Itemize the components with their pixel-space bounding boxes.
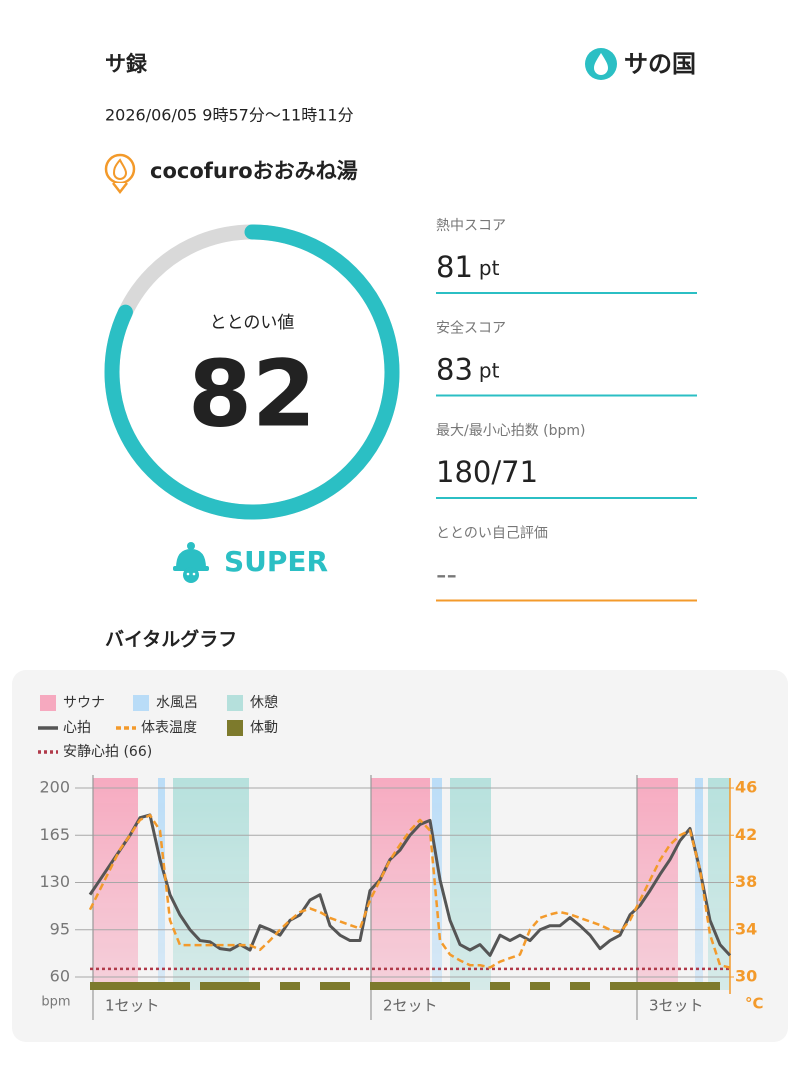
unit: pt <box>479 256 500 280</box>
motion-bar <box>320 982 350 990</box>
score-value: 81 pt <box>436 250 500 284</box>
score-label: 安全スコア <box>436 320 506 337</box>
legend-label: 体表温度 <box>141 720 197 736</box>
logo-text: サの国 <box>624 50 696 78</box>
motion-bar <box>370 982 470 990</box>
motion-bar <box>570 982 590 990</box>
zone <box>93 778 138 990</box>
score-value: 180/71 <box>436 455 538 489</box>
score-value: -- <box>436 558 457 592</box>
facility-icon <box>104 153 136 195</box>
zone <box>708 778 730 990</box>
score-label: 熱中スコア <box>436 218 506 234</box>
page-title: サ録 <box>105 52 148 76</box>
zone <box>158 778 165 990</box>
legend-swatch <box>133 695 149 711</box>
value: 81 <box>436 250 473 284</box>
y-tick-label: 95 <box>50 919 70 938</box>
gauge-arc <box>104 224 400 520</box>
y2-tick-label: 46 <box>735 778 757 797</box>
logo: サの国 <box>585 48 696 80</box>
motion-bar <box>490 982 510 990</box>
motion-bar <box>90 982 190 990</box>
motion-bar <box>530 982 550 990</box>
motion-bar <box>280 982 300 990</box>
set-label: 1セット <box>105 997 160 1015</box>
legend-swatch <box>40 695 56 711</box>
y2-tick-label: 34 <box>735 919 757 938</box>
score-label: ととのい自己評価 <box>436 526 548 542</box>
logo-drop <box>594 53 608 75</box>
zone <box>432 778 442 990</box>
y-tick-label: 165 <box>39 825 70 844</box>
section-title: バイタルグラフ <box>105 628 237 651</box>
legend-label: 安静心拍 (66) <box>63 744 152 760</box>
legend-swatch <box>227 695 243 711</box>
zone <box>173 778 249 990</box>
motion-bar <box>610 982 720 990</box>
y2-tick-label: 38 <box>735 872 757 891</box>
skin-temp-line <box>88 813 731 969</box>
y2-axis-label: °C <box>745 995 764 1013</box>
zone <box>695 778 703 990</box>
y-tick-label: 200 <box>39 778 70 797</box>
legend-label: 休憩 <box>250 694 278 711</box>
gauge-value: 82 <box>188 340 316 447</box>
y2-tick-label: 42 <box>735 825 757 844</box>
set-label: 3セット <box>649 997 704 1015</box>
y-axis-label: bpm <box>41 995 70 1010</box>
zone <box>371 778 430 990</box>
set-label: 2セット <box>383 997 438 1015</box>
score-value: 83 pt <box>436 353 500 387</box>
legend-label: 体動 <box>250 720 278 736</box>
legend-label: 心拍 <box>63 720 91 736</box>
y-tick-label: 130 <box>39 872 70 891</box>
facility-name: cocofuroおおみね湯 <box>150 159 358 183</box>
rank: SUPER <box>224 545 328 578</box>
zone <box>450 778 491 990</box>
motion-bar <box>200 982 260 990</box>
legend-swatch <box>227 720 243 736</box>
unit: pt <box>479 358 500 382</box>
value: 83 <box>436 353 473 387</box>
rank-icon <box>173 542 209 583</box>
y-tick-label: 60 <box>50 967 70 986</box>
value: -- <box>436 558 457 592</box>
y2-tick-label: 30 <box>735 967 757 986</box>
legend-label: サウナ <box>63 695 105 711</box>
score-label: 最大/最小心拍数 (bpm) <box>436 423 586 439</box>
gauge-label: ととのい値 <box>210 313 295 333</box>
value: 180/71 <box>436 455 538 489</box>
legend-label: 水風呂 <box>156 695 198 711</box>
datetime: 2026/06/05 9時57分〜11時11分 <box>105 106 354 125</box>
zone <box>637 778 678 990</box>
zones <box>93 778 730 990</box>
